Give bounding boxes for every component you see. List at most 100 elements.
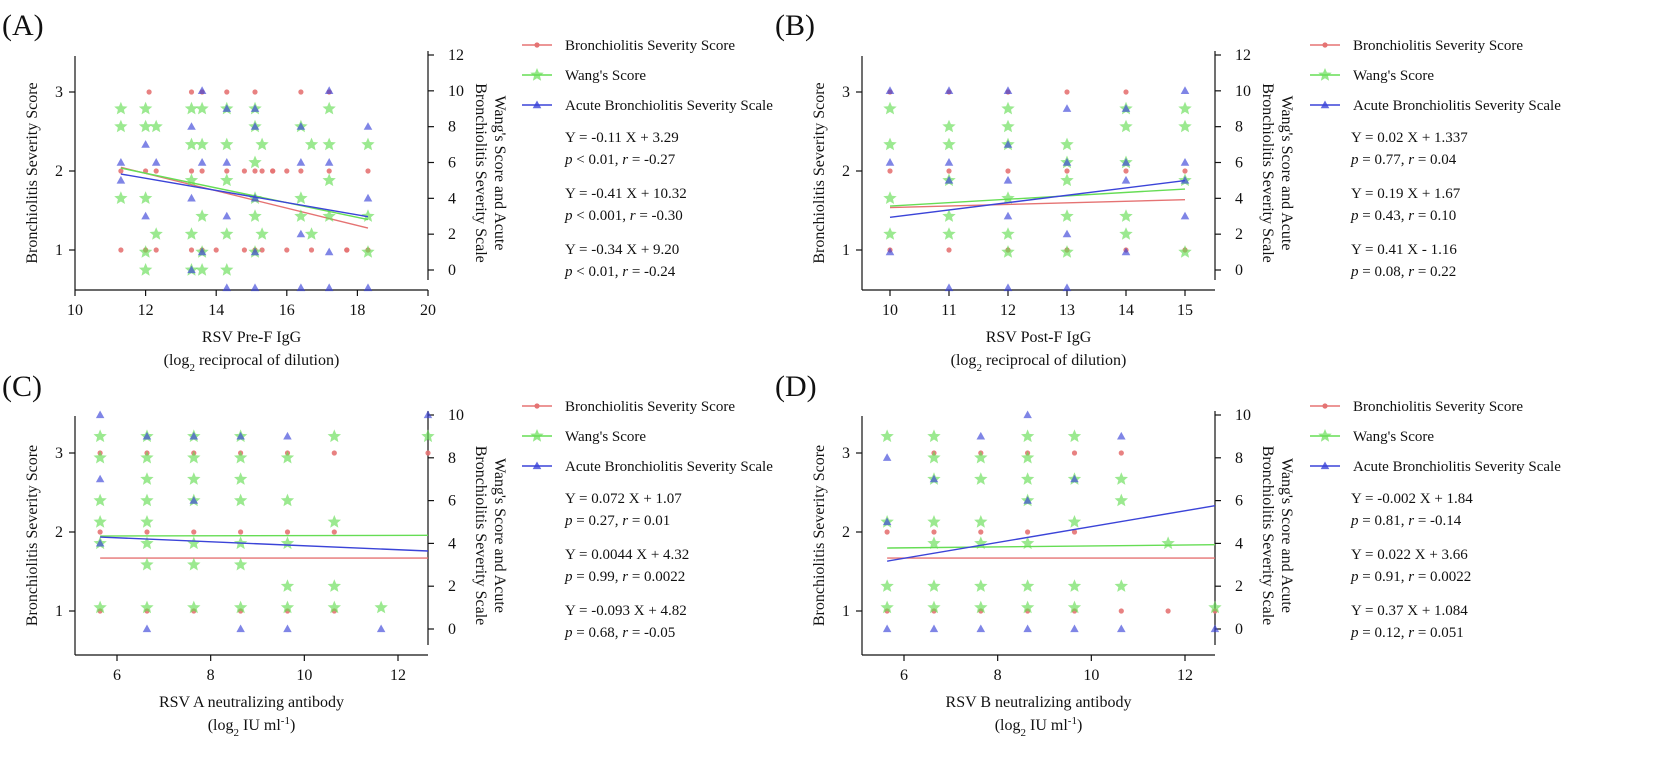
series-wang	[883, 101, 1192, 258]
x-tick-label: 12	[390, 667, 406, 684]
r-symbol: r	[1408, 264, 1414, 280]
r-value: = 0.0022	[1414, 569, 1471, 585]
y-right-tick-label: 6	[448, 493, 456, 510]
y-right-tick-label: 8	[448, 450, 456, 467]
stats-block: Y = 0.0044 X + 4.32 p = 0.99, r = 0.0022	[564, 547, 689, 585]
wang-point	[140, 536, 154, 550]
wang-point	[220, 137, 234, 151]
y-left-title: Bronchiolitis Severity Score	[24, 82, 41, 263]
stats-block: Y = -0.11 X + 3.29 p < 0.01, r = -0.27	[564, 130, 679, 168]
x-title-line2-end: )	[290, 717, 295, 734]
absss-point	[116, 158, 126, 166]
y-right-tick-label: 6	[448, 155, 456, 172]
series-absss	[95, 410, 433, 633]
bss-point	[331, 529, 337, 535]
x-title-line1: RSV Post-F IgG	[986, 329, 1092, 346]
wang-point	[280, 536, 295, 550]
bss-point	[1071, 450, 1078, 456]
absss-point	[222, 158, 232, 166]
absss-point	[885, 86, 895, 94]
r-symbol: r	[622, 264, 628, 280]
x-title-line2-post: IU ml	[239, 717, 281, 734]
wang-point	[974, 472, 988, 485]
wang-point	[421, 429, 435, 443]
regression-equation: Y = -0.41 X + 10.32	[565, 186, 687, 202]
absss-point	[423, 410, 433, 419]
wang-point	[280, 600, 295, 614]
y-left-tick-label: 3	[55, 84, 63, 101]
p-value: = 0.68,	[573, 625, 623, 641]
wang-point	[327, 579, 341, 592]
wang-point	[138, 263, 153, 276]
series-bss	[887, 89, 1188, 253]
wang-point	[883, 101, 897, 115]
fit-line-absss	[100, 536, 429, 552]
legend-marker	[534, 403, 540, 409]
wang-point	[942, 227, 956, 240]
absss-point	[976, 624, 986, 633]
absss-point	[882, 453, 892, 461]
regression-equation: Y = -0.11 X + 3.29	[565, 130, 679, 146]
absss-point	[944, 158, 954, 166]
x-tick-label: 18	[349, 302, 365, 319]
regression-equation: Y = 0.072 X + 1.07	[565, 491, 682, 507]
wang-point	[93, 600, 107, 614]
wang-point	[974, 515, 988, 528]
bss-point	[259, 168, 265, 174]
y-left-tick-label: 1	[842, 603, 850, 620]
absss-point	[151, 158, 161, 166]
p-r-values: p = 0.99, r = 0.0022	[564, 569, 685, 585]
x-title-line2-pre: (log	[164, 352, 190, 369]
wang-point	[1060, 137, 1074, 151]
wang-point	[294, 209, 308, 222]
x-title-line2-pre: (log	[951, 352, 977, 369]
x-title-line2-post: reciprocal of dilution)	[195, 352, 339, 369]
absss-point	[187, 193, 196, 202]
x-title-line2-sub: 2	[234, 727, 240, 739]
y-right-tick-label: 10	[448, 83, 464, 100]
regression-equation: Y = -0.34 X + 9.20	[565, 242, 679, 258]
wang-point	[927, 600, 941, 614]
absss-point	[1121, 175, 1131, 184]
p-symbol: p	[564, 625, 573, 641]
r-value: = -0.27	[628, 152, 676, 168]
p-symbol: p	[564, 208, 573, 224]
y-right-tick-label: 0	[448, 621, 456, 638]
absss-point	[189, 496, 199, 504]
legend-label: Acute Bronchiolitis Severity Scale	[565, 459, 773, 475]
wang-point	[322, 209, 336, 222]
fit-line-absss	[120, 173, 369, 218]
legend-marker	[1320, 461, 1330, 470]
wang-point	[184, 101, 199, 115]
regression-equation: Y = 0.37 X + 1.084	[1351, 603, 1468, 619]
wang-point	[942, 119, 956, 133]
absss-point	[944, 283, 954, 292]
absss-point	[1121, 104, 1131, 112]
wang-point	[304, 137, 319, 151]
p-symbol: p	[564, 569, 573, 585]
bss-point	[213, 247, 219, 253]
p-r-values: p = 0.27, r = 0.01	[564, 513, 670, 529]
wang-point	[1119, 227, 1133, 240]
bss-point	[978, 529, 984, 535]
legend-label: Bronchiolitis Severity Score	[1353, 399, 1523, 415]
wang-point	[195, 263, 209, 276]
wang-point	[248, 209, 262, 222]
wang-point	[1178, 245, 1192, 258]
p-value: = 0.27,	[573, 513, 623, 529]
legend-label: Bronchiolitis Severity Score	[565, 399, 735, 415]
legend-label: Acute Bronchiolitis Severity Scale	[1353, 459, 1561, 475]
absss-point	[1180, 86, 1190, 94]
wang-point	[138, 101, 153, 115]
bss-point	[1064, 89, 1070, 95]
bss-point	[1118, 450, 1124, 456]
x-title-line1: RSV B neutralizing antibody	[946, 694, 1132, 711]
panel-label: (A)	[2, 9, 44, 42]
x-tick-label: 6	[900, 667, 908, 684]
absss-point	[222, 211, 232, 220]
wang-point	[93, 515, 107, 528]
bss-point	[259, 247, 265, 253]
absss-point	[1003, 211, 1013, 220]
bss-point	[1123, 168, 1129, 174]
absss-point	[197, 86, 207, 94]
